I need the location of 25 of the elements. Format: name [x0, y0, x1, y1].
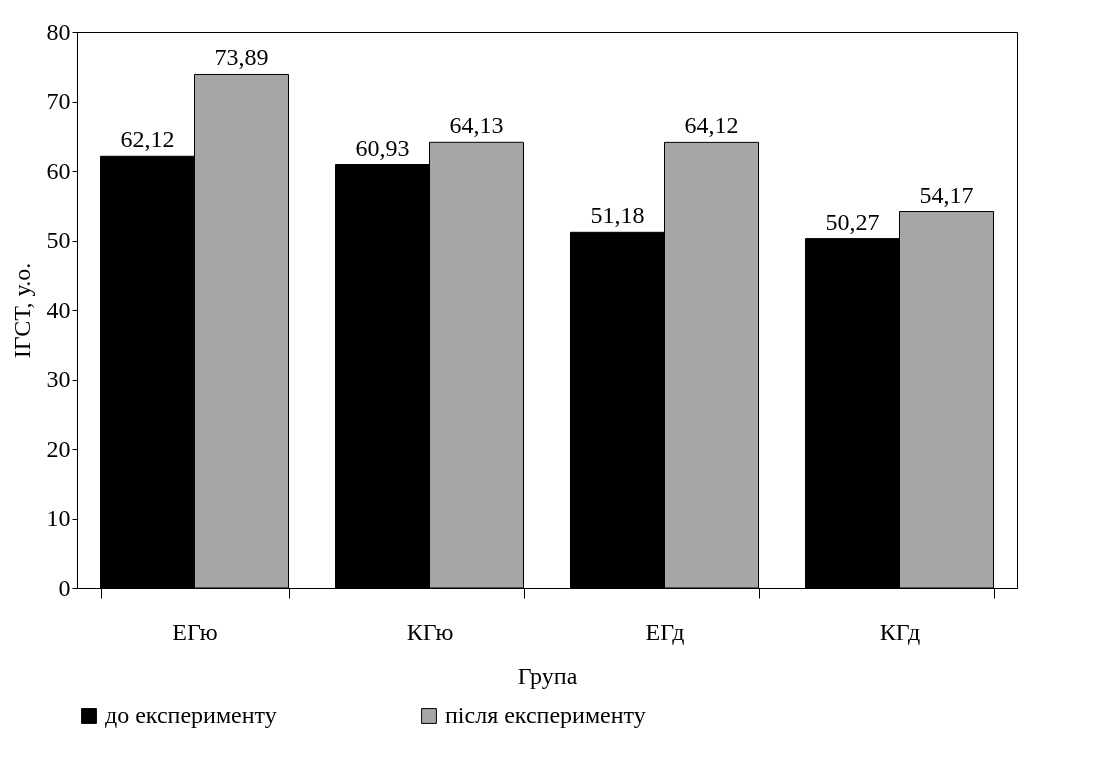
y-tick-label: 40 — [46, 296, 71, 323]
x-tick-label: КГд — [879, 618, 921, 645]
data-label: 50,27 — [825, 208, 880, 235]
data-label: 73,89 — [214, 44, 269, 71]
y-tick-label: 30 — [46, 366, 71, 392]
y-axis-title: ІГСТ, у.о. — [8, 262, 35, 359]
data-label: 51,18 — [590, 202, 645, 229]
y-tick-label: 60 — [46, 157, 71, 184]
x-tick-label: ЕГд — [645, 618, 685, 645]
y-tick-label: 10 — [46, 505, 71, 531]
x-tick-label: КГю — [406, 618, 454, 645]
data-label: 62,12 — [120, 126, 175, 153]
data-label: 54,17 — [919, 181, 974, 208]
y-tick-label: 70 — [46, 88, 71, 114]
y-tick-label: 80 — [46, 18, 71, 45]
x-axis-title: Група — [517, 662, 578, 689]
y-tick-label: 0 — [58, 574, 71, 601]
legend-label: після експерименту — [445, 702, 646, 728]
legend-label: до експерименту — [105, 702, 277, 728]
y-tick-label: 20 — [46, 435, 71, 462]
x-tick-label: ЕГю — [172, 618, 218, 645]
y-tick-label: 50 — [46, 227, 71, 253]
data-label: 64,13 — [449, 112, 504, 139]
data-label: 60,93 — [355, 134, 410, 161]
data-label: 64,12 — [684, 112, 739, 139]
